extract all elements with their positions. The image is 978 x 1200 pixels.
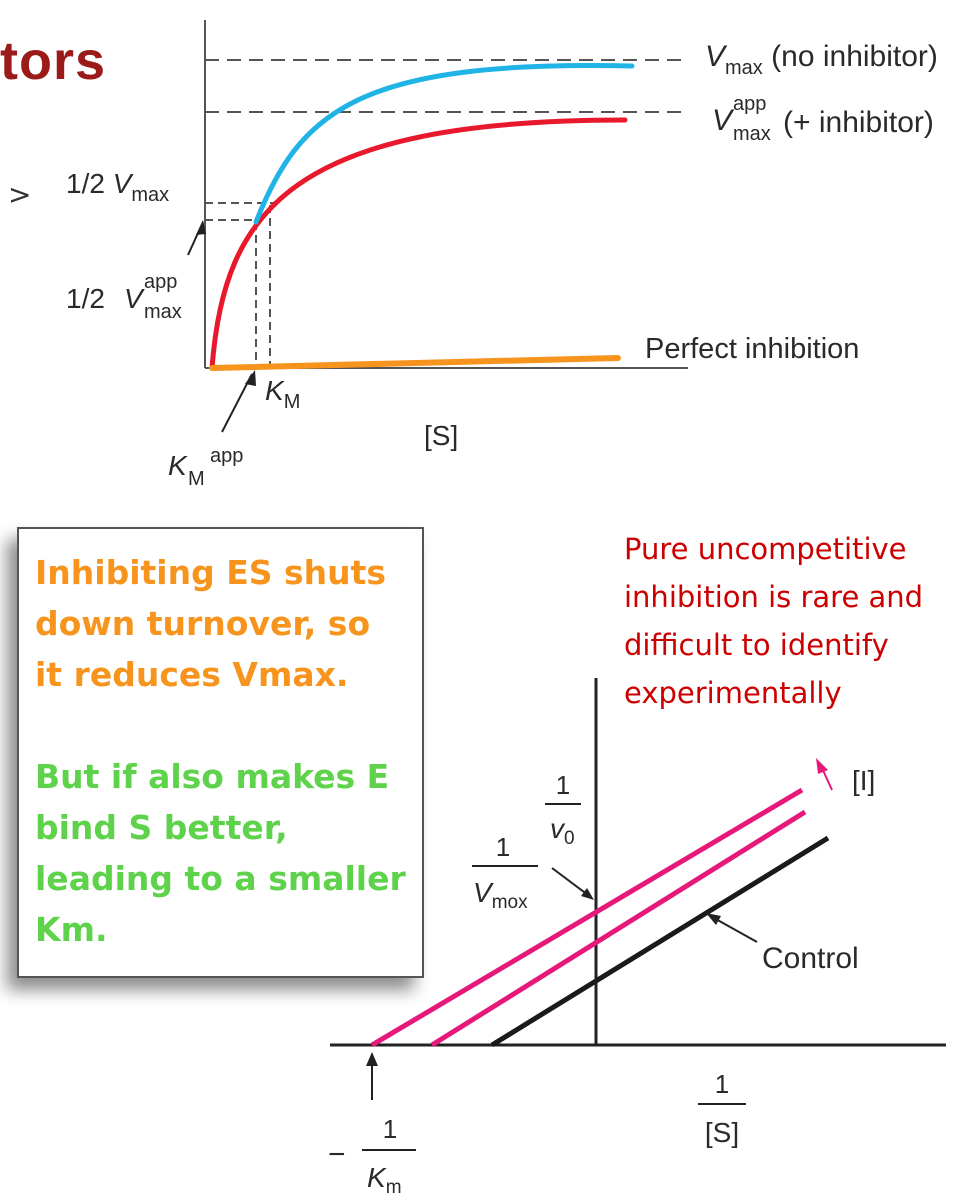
lb-km-den: Km [367, 1162, 402, 1198]
lb-vmax-den: Vmox [473, 877, 528, 913]
lb-line-inhibited-low [430, 809, 807, 1048]
curve-no-inhibitor [253, 63, 635, 225]
km-app-base: K [168, 450, 188, 481]
km-app-sub: M [188, 468, 205, 490]
vmax-app-sup: app [733, 93, 766, 115]
half-vmax-label: 1/2 Vmax [66, 168, 169, 206]
mm-x-axis-label: [S] [424, 420, 458, 451]
half-vmax-app-prefix: 1/2 [66, 283, 105, 314]
vmax-app-base: V [712, 104, 735, 137]
lb-x-axis-num: 1 [715, 1069, 729, 1099]
lb-vmax-num: 1 [496, 832, 510, 862]
michaelis-menten-diagram: Vmax (no inhibitor) V app max (+ inhibit… [66, 20, 938, 490]
vmax-intercept-arrow [551, 867, 589, 896]
vmax-app-suffix: (+ inhibitor) [783, 106, 934, 139]
curve-with-inhibitor [209, 117, 628, 371]
km-app-sup: app [210, 445, 243, 467]
vmax-label: Vmax (no inhibitor) [705, 40, 938, 79]
curve-perfect-inhibition [209, 355, 621, 371]
lb-control-label: Control [762, 942, 859, 975]
explanation-green-text: But if also makes E bind S better, leadi… [35, 757, 406, 949]
lb-line-inhibited-high [370, 787, 804, 1048]
lb-km-sign: − [328, 1138, 346, 1171]
lb-inhibitor-label: [I] [852, 765, 875, 796]
lb-km-num: 1 [383, 1114, 397, 1144]
lb-y-axis-num: 1 [556, 770, 570, 800]
explanation-box: Inhibiting ES shuts down turnover, so it… [17, 527, 424, 978]
perfect-inhibition-label: Perfect inhibition [645, 333, 859, 365]
lb-y-axis-den: v0 [550, 813, 575, 849]
lb-x-axis-den: [S] [705, 1117, 739, 1148]
uncompetitive-note: Pure uncompetitive inhibition is rare an… [624, 532, 924, 710]
stray-mark: > [8, 178, 32, 211]
inhibitor-arrow [821, 767, 833, 791]
half-vmax-app-sub: max [144, 301, 182, 323]
vmax-app-sub: max [733, 123, 771, 145]
half-vmax-app-sup: app [144, 271, 177, 293]
control-arrow [713, 917, 758, 943]
explanation-orange-text: Inhibiting ES shuts down turnover, so it… [35, 553, 387, 694]
slide-title-fragment: tors [0, 31, 107, 91]
km-label: KM [265, 375, 300, 413]
half-vmax-app-base: V [124, 283, 145, 314]
lb-line-control [490, 835, 830, 1048]
